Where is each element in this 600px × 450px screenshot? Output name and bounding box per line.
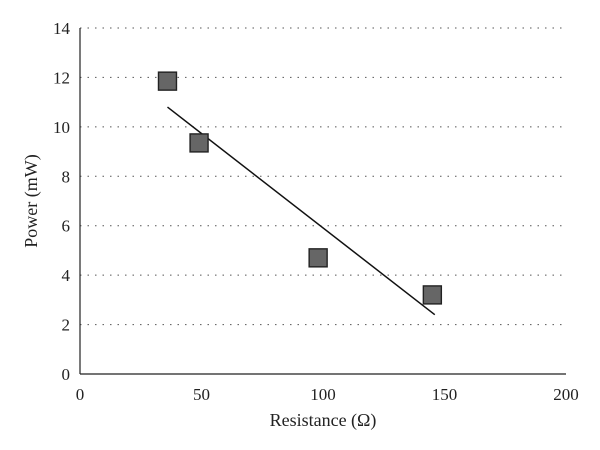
y-tick-label: 0 bbox=[62, 365, 71, 384]
y-tick-label: 4 bbox=[62, 266, 71, 285]
x-axis-label: Resistance (Ω) bbox=[270, 410, 377, 431]
data-points bbox=[157, 71, 443, 305]
y-tick-label: 12 bbox=[53, 68, 70, 87]
trendline bbox=[167, 106, 436, 316]
y-axis-label: Power (mW) bbox=[21, 154, 42, 247]
data-point bbox=[308, 248, 328, 268]
trendline-group bbox=[167, 106, 436, 316]
x-tick-label: 200 bbox=[553, 385, 579, 404]
y-tick-labels: 0 2 4 6 8 10 12 14 bbox=[53, 19, 71, 384]
y-tick-label: 14 bbox=[53, 19, 71, 38]
x-tick-label: 100 bbox=[310, 385, 336, 404]
data-point bbox=[157, 71, 178, 91]
x-tick-labels: 0 50 100 150 200 bbox=[76, 385, 579, 404]
grid-lines bbox=[80, 27, 566, 326]
y-tick-label: 6 bbox=[62, 217, 71, 236]
x-tick-label: 50 bbox=[193, 385, 210, 404]
data-point bbox=[189, 133, 209, 153]
y-tick-label: 8 bbox=[62, 167, 71, 186]
x-tick-label: 0 bbox=[76, 385, 85, 404]
y-tick-label: 2 bbox=[62, 316, 71, 335]
data-point bbox=[422, 285, 443, 305]
y-tick-label: 10 bbox=[53, 118, 70, 137]
x-tick-label: 150 bbox=[432, 385, 458, 404]
